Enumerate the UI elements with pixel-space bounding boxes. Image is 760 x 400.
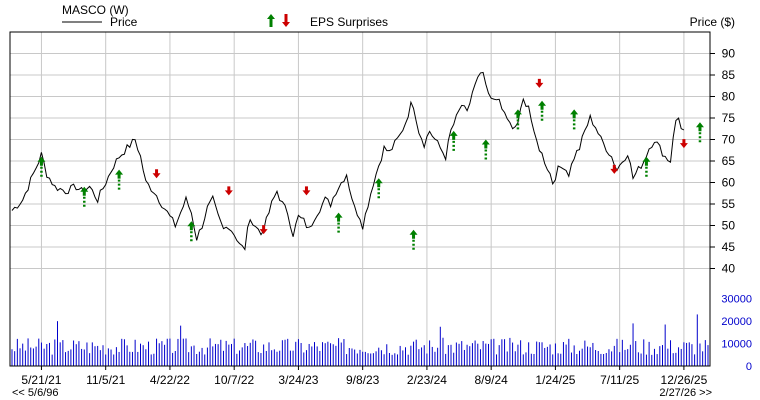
volume-bars bbox=[11, 314, 709, 366]
x-tick-label: 4/22/22 bbox=[150, 373, 190, 387]
eps-down-arrow-head bbox=[679, 139, 688, 149]
x-tick-label: 5/21/21 bbox=[21, 373, 61, 387]
eps-down-arrow-icon bbox=[610, 164, 619, 174]
legend-price-label: Price bbox=[110, 15, 138, 29]
eps-up-arrow-icon bbox=[80, 186, 89, 209]
eps-up-arrow-head bbox=[449, 130, 458, 140]
x-axis-ticks: 5/21/21 11/5/21 4/22/22 10/7/22 3/24/23 9/8/2… bbox=[21, 366, 708, 387]
nav-back-link[interactable]: << 5/6/96 bbox=[12, 387, 59, 399]
eps-up-arrow-head bbox=[695, 122, 704, 132]
eps-up-arrow-head bbox=[187, 221, 196, 231]
eps-up-arrow-head bbox=[374, 178, 383, 188]
eps-up-arrow-icon bbox=[409, 229, 418, 252]
eps-up-arrow-icon bbox=[538, 100, 547, 123]
eps-up-arrow-icon bbox=[37, 156, 46, 179]
x-tick-label: 7/11/25 bbox=[600, 373, 639, 387]
ticker-label: MASCO (W) bbox=[62, 3, 129, 17]
x-tick-label: 12/26/25 bbox=[661, 373, 708, 387]
eps-up-arrow-icon bbox=[481, 139, 490, 162]
eps-up-arrow-icon bbox=[374, 178, 383, 201]
plot-frame bbox=[9, 31, 711, 367]
nav-forward-link[interactable]: 2/27/26 >> bbox=[659, 387, 712, 399]
x-tick-label: 11/5/21 bbox=[86, 373, 125, 387]
legend-eps-down-icon bbox=[282, 14, 290, 27]
eps-up-arrow-head bbox=[334, 212, 343, 222]
price-tick-label: 75 bbox=[722, 111, 736, 125]
price-tick-label: 45 bbox=[722, 240, 736, 254]
eps-down-arrow-head bbox=[259, 225, 268, 235]
volume-tick-label: 0 bbox=[746, 361, 752, 373]
eps-up-arrow-head bbox=[513, 109, 522, 119]
grid bbox=[10, 32, 710, 366]
eps-down-arrow-icon bbox=[152, 169, 161, 179]
eps-up-arrow-icon bbox=[570, 109, 579, 132]
eps-up-arrow-icon bbox=[642, 156, 651, 179]
volume-tick-label: 20000 bbox=[721, 316, 752, 328]
x-tick-label: 9/8/23 bbox=[346, 373, 380, 387]
price-tick-label: 70 bbox=[722, 133, 736, 147]
eps-up-arrow-icon bbox=[334, 212, 343, 235]
price-tick-label: 65 bbox=[722, 154, 736, 168]
price-tick-label: 60 bbox=[722, 176, 736, 190]
eps-up-arrow-head bbox=[642, 156, 651, 166]
x-tick-label: 8/9/24 bbox=[474, 373, 508, 387]
eps-up-arrow-head bbox=[409, 229, 418, 239]
volume-tick-label: 10000 bbox=[721, 339, 752, 351]
eps-up-arrow-head bbox=[538, 100, 547, 110]
eps-up-arrow-icon bbox=[695, 122, 704, 145]
eps-up-arrow-head bbox=[80, 186, 89, 196]
eps-down-arrow-icon bbox=[224, 186, 233, 196]
eps-up-arrow-icon bbox=[115, 169, 124, 192]
x-tick-label: 3/24/23 bbox=[278, 373, 318, 387]
eps-down-arrow-icon bbox=[302, 186, 311, 196]
x-tick-label: 2/23/24 bbox=[407, 373, 447, 387]
eps-up-arrow-icon bbox=[513, 109, 522, 132]
price-tick-label: 80 bbox=[722, 90, 736, 104]
price-axis-ticks: 40 45 50 55 60 65 70 75 80 85 90 bbox=[710, 47, 735, 276]
price-tick-label: 50 bbox=[722, 219, 736, 233]
eps-down-arrow-head bbox=[152, 169, 161, 179]
price-tick-label: 90 bbox=[722, 47, 736, 61]
eps-up-arrow-head bbox=[37, 156, 46, 166]
legend-eps-label: EPS Surprises bbox=[310, 15, 388, 29]
eps-down-arrow-icon bbox=[679, 139, 688, 149]
price-tick-label: 55 bbox=[722, 197, 736, 211]
eps-up-arrow-head bbox=[115, 169, 124, 179]
chart-header: MASCO (W) Price EPS Surprises Price ($) bbox=[62, 3, 735, 29]
eps-up-arrow-icon bbox=[187, 221, 196, 244]
eps-down-arrow-head bbox=[535, 78, 544, 88]
eps-markers bbox=[37, 78, 704, 252]
legend-eps-up-icon bbox=[267, 14, 275, 27]
volume-tick-label: 30000 bbox=[721, 294, 752, 306]
volume-axis-ticks: 0 10000 20000 30000 bbox=[721, 294, 752, 373]
price-line bbox=[11, 71, 685, 251]
price-axis-title: Price ($) bbox=[690, 15, 735, 29]
eps-down-arrow-head bbox=[302, 186, 311, 196]
eps-down-arrow-head bbox=[224, 186, 233, 196]
eps-up-arrow-head bbox=[481, 139, 490, 149]
eps-down-arrow-icon bbox=[535, 78, 544, 88]
eps-up-arrow-icon bbox=[449, 130, 458, 153]
eps-up-arrow-head bbox=[570, 109, 579, 119]
x-tick-label: 10/7/22 bbox=[214, 373, 254, 387]
x-tick-label: 1/24/25 bbox=[535, 373, 575, 387]
price-tick-label: 85 bbox=[722, 68, 736, 82]
eps-down-arrow-icon bbox=[259, 225, 268, 235]
price-tick-label: 40 bbox=[722, 262, 736, 276]
eps-down-arrow-head bbox=[610, 164, 619, 174]
